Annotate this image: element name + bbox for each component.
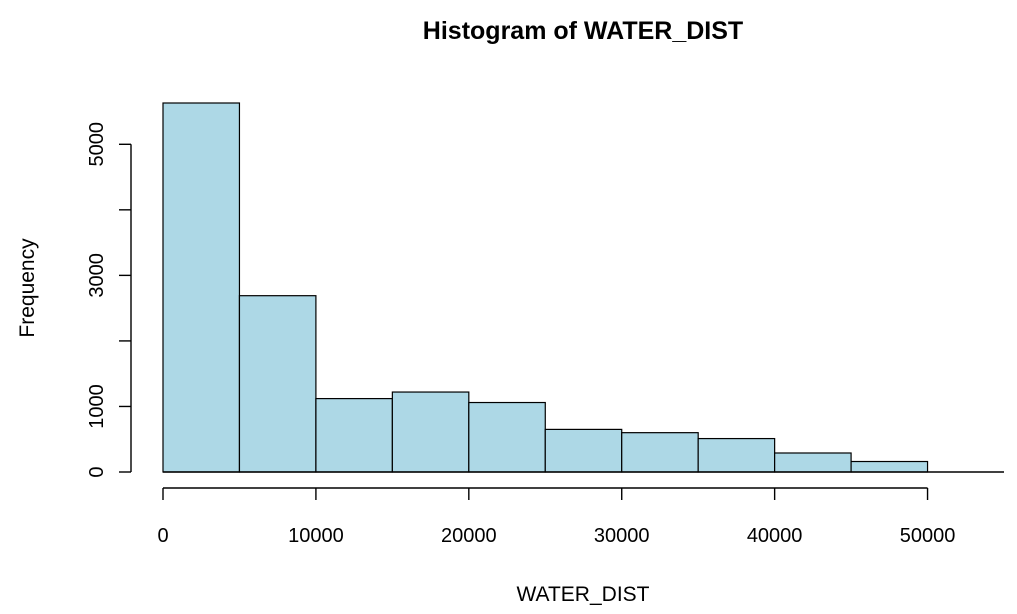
histogram-bar-1 — [238, 295, 317, 473]
histogram-bar-2 — [315, 397, 393, 473]
y-tick-label: 5000 — [86, 122, 108, 167]
y-tick-label: 3000 — [86, 253, 108, 298]
x-tick-label: 20000 — [441, 525, 497, 547]
y-tick-label: 1000 — [86, 384, 108, 429]
histogram-bar-5 — [544, 428, 623, 473]
y-tick-label: 0 — [86, 466, 108, 477]
x-axis-label: WATER_DIST — [516, 583, 649, 606]
y-axis: 0 1000 3000 5000 — [86, 122, 132, 478]
histogram-bars — [162, 102, 1004, 473]
histogram-bar-8 — [774, 452, 852, 473]
histogram-bar-9 — [850, 460, 929, 473]
x-tick-label: 10000 — [288, 525, 344, 547]
histogram-bar-7 — [697, 437, 776, 473]
histogram-bar-0 — [162, 102, 241, 473]
x-axis: 0 10000 20000 30000 40000 50000 — [157, 487, 956, 547]
histogram-bar-3 — [391, 391, 470, 473]
histogram-bar-6 — [621, 432, 699, 473]
histogram-bar-4 — [468, 401, 546, 473]
y-axis-label: Frequency — [16, 238, 39, 338]
x-tick-label: 30000 — [594, 525, 650, 547]
x-tick-label: 40000 — [747, 525, 803, 547]
x-tick-label: 0 — [157, 525, 168, 547]
x-tick-label: 50000 — [900, 525, 956, 547]
chart-title: Histogram of WATER_DIST — [423, 17, 743, 45]
